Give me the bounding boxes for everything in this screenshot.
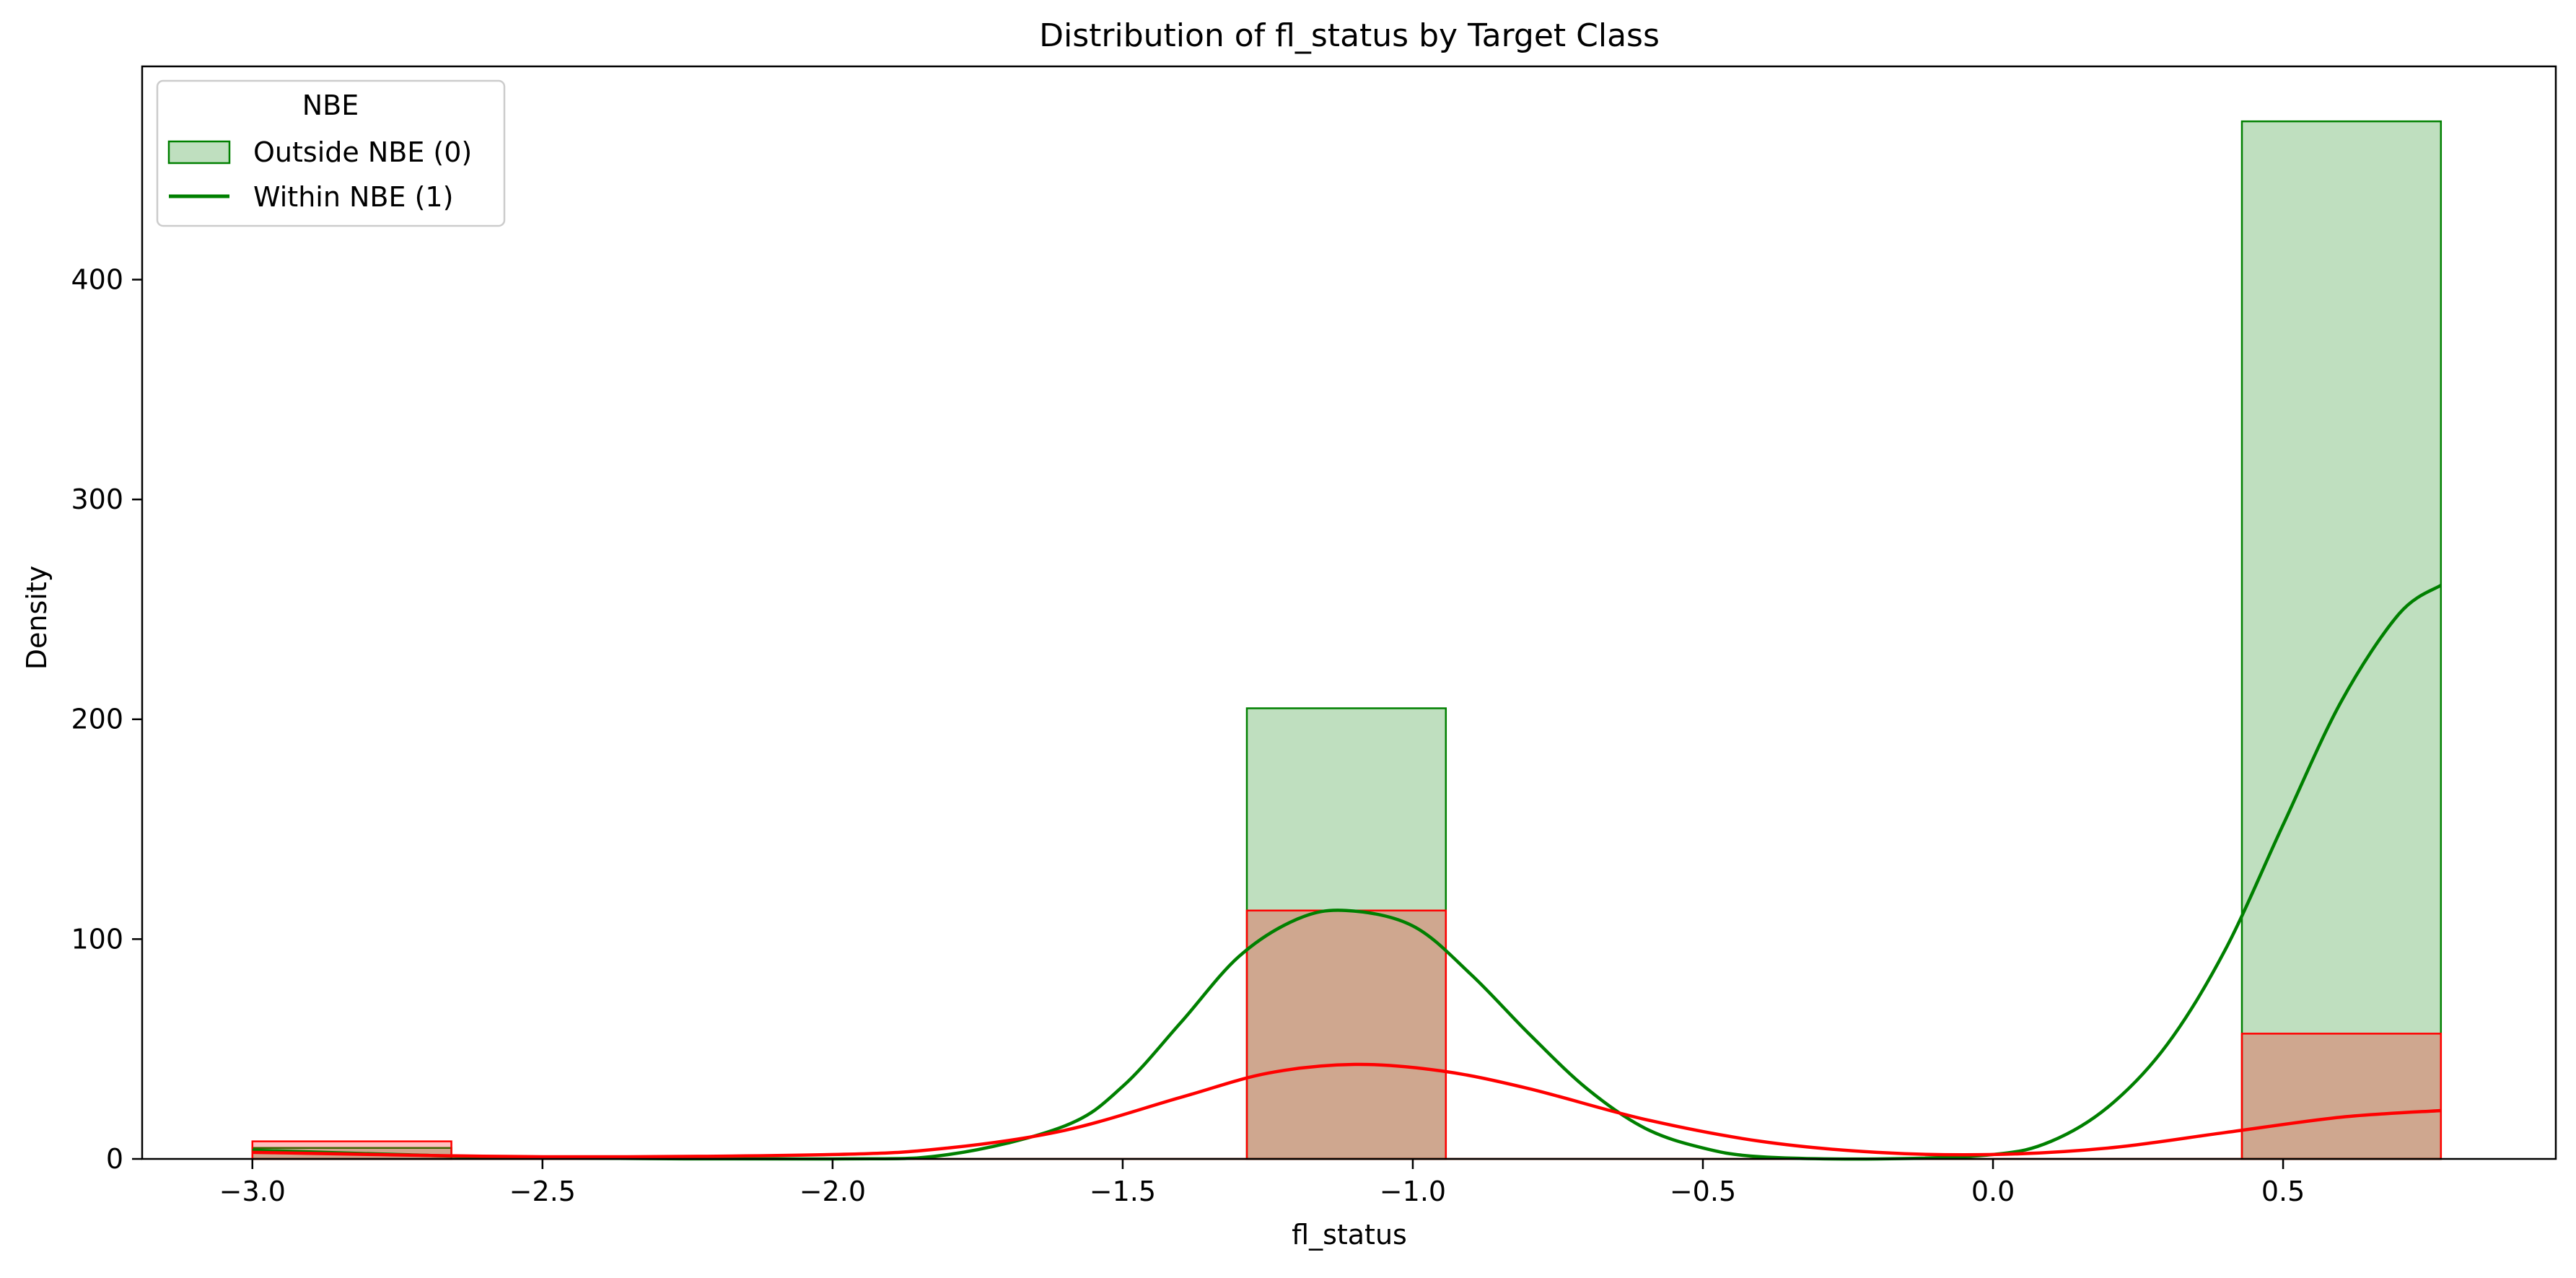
y-tick-label-4: 400: [71, 263, 123, 295]
x-tick-label-6: 0.0: [1971, 1176, 2015, 1207]
y-tick-label-3: 300: [71, 483, 123, 515]
legend-title: NBE: [302, 89, 359, 121]
y-axis-ticks: 0 100 200 300 400: [71, 263, 142, 1175]
x-tick-label-1: −2.5: [509, 1176, 576, 1207]
bar-outside-1: [1245, 707, 1447, 1160]
x-tick-label-3: −1.5: [1090, 1176, 1156, 1207]
legend-label-outside: Outside NBE (0): [253, 136, 472, 168]
x-axis-ticks: −3.0 −2.5 −2.0 −1.5 −1.0 −0.5 0.0 0.5: [219, 1159, 2305, 1207]
legend-label-within: Within NBE (1): [253, 181, 453, 213]
chart-title: Distribution of fl_status by Target Clas…: [1039, 17, 1660, 54]
axes-frame: [141, 65, 2557, 1160]
y-tick-label-1: 100: [71, 923, 123, 955]
y-axis-label: Density: [21, 566, 53, 670]
legend-box: [156, 79, 506, 227]
bar-within-1: [1245, 909, 1447, 1160]
x-tick-label-4: −1.0: [1380, 1176, 1446, 1207]
x-axis-label: fl_status: [1292, 1219, 1407, 1251]
bars-layer: [251, 120, 2443, 1160]
y-tick-label-0: 0: [106, 1143, 123, 1175]
x-tick-label-2: −2.0: [799, 1176, 866, 1207]
legend-patch-outside: [167, 140, 231, 165]
x-tick-label-5: −0.5: [1670, 1176, 1736, 1207]
legend: NBE Outside NBE (0) Within NBE (1): [156, 79, 506, 227]
y-tick-label-2: 200: [71, 704, 123, 735]
kde-line-within: [252, 1062, 2441, 1159]
x-tick-label-7: 0.5: [2261, 1176, 2305, 1207]
bar-outside-2: [2240, 120, 2443, 1160]
bar-within-2: [2240, 1033, 2443, 1160]
x-tick-label-0: −3.0: [219, 1176, 286, 1207]
